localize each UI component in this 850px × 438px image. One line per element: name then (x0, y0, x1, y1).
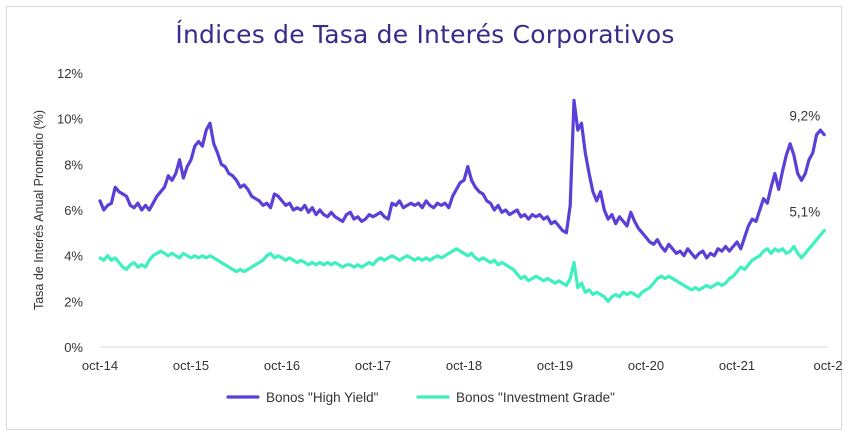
x-tick-label: oct-14 (82, 358, 118, 373)
x-tick-label: oct-16 (264, 358, 300, 373)
end-labels: 9,2% 5,1% (789, 109, 820, 220)
y-tick-label: 12% (57, 66, 83, 81)
legend-label: Bonos "High Yield" (266, 390, 379, 405)
y-tick-label: 8% (64, 157, 83, 172)
y-tick-label: 2% (64, 294, 83, 309)
x-tick-label: oct-21 (719, 358, 755, 373)
x-tick-label: oct-2 (814, 358, 843, 373)
legend: Bonos "High Yield" Bonos "Investment Grad… (226, 390, 615, 405)
legend-label: Bonos "Investment Grade" (456, 390, 615, 405)
x-tick-label: oct-17 (355, 358, 391, 373)
y-tick-label: 6% (64, 203, 83, 218)
y-axis-label-group: Tasa de Interés Anual Promedio (%) (32, 110, 46, 310)
chart-frame (6, 6, 842, 430)
series-line-investment-grade (98, 229, 826, 303)
end-label-investment-grade: 5,1% (789, 205, 820, 220)
x-tick-label: oct-18 (446, 358, 482, 373)
y-tick-label: 4% (64, 249, 83, 264)
y-tick-label: 10% (57, 112, 83, 127)
x-tick-label: oct-20 (628, 358, 664, 373)
y-ticks: 0% 2% 4% 6% 8% 10% 12% (57, 66, 83, 355)
chart-title: Índices de Tasa de Interés Corporativos (175, 20, 675, 49)
series-lines (98, 98, 826, 303)
x-ticks: oct-14 oct-15 oct-16 oct-17 oct-18 oct-19 oct-… (82, 358, 843, 373)
x-tick-label: oct-19 (537, 358, 573, 373)
x-tick-label: oct-15 (173, 358, 209, 373)
series-line-high-yield (98, 98, 826, 260)
y-tick-label: 0% (64, 340, 83, 355)
y-axis-label: Tasa de Interés Anual Promedio (%) (32, 110, 46, 310)
end-label-high-yield: 9,2% (789, 109, 820, 124)
